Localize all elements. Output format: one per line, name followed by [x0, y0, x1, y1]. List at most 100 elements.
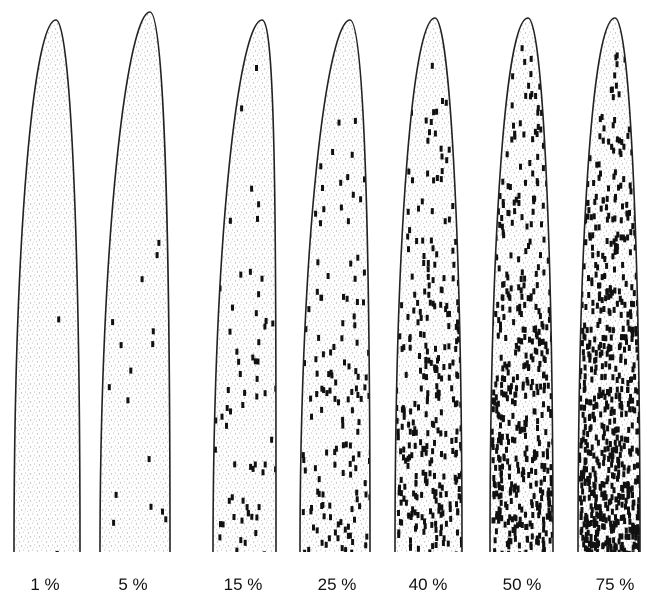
lesion — [630, 376, 633, 383]
lesion — [237, 358, 241, 365]
lesion — [605, 324, 609, 331]
lesion — [621, 545, 625, 552]
lesion — [583, 417, 587, 424]
lesion — [545, 374, 549, 381]
lesion — [539, 126, 543, 133]
lesion — [430, 457, 434, 464]
lesion — [516, 485, 520, 492]
lesion — [637, 497, 640, 504]
lesion — [533, 449, 536, 456]
lesion — [546, 405, 550, 412]
lesion — [419, 367, 422, 374]
lesion — [539, 383, 543, 390]
lesion — [423, 445, 427, 452]
lesion — [604, 361, 608, 368]
lesion — [500, 389, 504, 396]
lesion — [421, 445, 425, 452]
lesion — [527, 82, 531, 89]
lesion — [511, 412, 515, 419]
lesion — [630, 336, 634, 342]
lesion — [498, 513, 502, 520]
lesion — [591, 232, 595, 239]
lesion — [428, 460, 432, 467]
lesion — [447, 323, 451, 330]
lesion — [631, 223, 635, 230]
lesion — [418, 308, 422, 315]
lesion — [431, 488, 435, 494]
lesion — [586, 529, 590, 536]
lesion — [601, 137, 605, 144]
lesion — [517, 345, 521, 352]
lesion — [626, 311, 630, 318]
lesion — [612, 147, 616, 154]
lesion — [626, 400, 630, 407]
lesion — [494, 394, 498, 401]
lesion — [610, 494, 614, 501]
lesion — [246, 510, 250, 517]
lesion — [611, 453, 615, 460]
lesion — [424, 357, 428, 363]
lesion — [617, 288, 621, 295]
lesion — [263, 461, 267, 468]
lesion — [529, 353, 533, 360]
severity-label: 1 % — [30, 575, 59, 594]
lesion — [401, 405, 405, 412]
lesion — [613, 546, 617, 552]
lesion — [618, 533, 622, 540]
lesion — [631, 500, 635, 507]
lesion — [525, 456, 529, 463]
lesion — [530, 533, 534, 540]
lesion — [550, 191, 553, 198]
lesion — [586, 343, 589, 350]
lesion — [422, 260, 426, 266]
lesion — [536, 123, 540, 130]
lesion — [315, 527, 319, 534]
lesion — [531, 136, 535, 143]
lesion — [638, 291, 640, 298]
lesion — [448, 506, 452, 513]
lesion — [627, 492, 631, 498]
lesion — [310, 413, 313, 420]
lesion — [439, 524, 443, 531]
lesion — [253, 358, 257, 365]
lesion — [457, 328, 461, 335]
lesion — [359, 395, 363, 402]
lesion — [636, 417, 640, 423]
lesion — [439, 491, 443, 498]
lesion — [542, 269, 546, 276]
lesion — [625, 338, 628, 345]
lesion — [622, 443, 626, 450]
lesion — [411, 419, 415, 426]
lesion — [597, 282, 600, 289]
lesion — [356, 373, 360, 380]
lesion — [636, 462, 639, 469]
lesion — [611, 472, 614, 479]
lesion — [521, 326, 525, 333]
lesion — [603, 490, 607, 497]
lesion — [518, 303, 522, 310]
lesion — [492, 493, 496, 500]
lesion — [456, 319, 459, 326]
lesion — [541, 489, 545, 496]
lesion — [528, 336, 531, 343]
lesion — [528, 160, 532, 166]
lesion — [435, 251, 439, 258]
lesion — [432, 109, 436, 116]
lesion — [509, 388, 512, 395]
leaf — [489, 17, 554, 553]
lesion — [325, 449, 329, 456]
lesion — [420, 451, 424, 457]
lesion — [451, 95, 455, 102]
lesion — [238, 371, 242, 377]
lesion — [356, 254, 360, 261]
lesion — [495, 490, 499, 497]
lesion — [498, 464, 502, 471]
lesion — [536, 153, 540, 160]
lesion — [447, 216, 451, 223]
lesion — [524, 524, 528, 530]
lesion — [603, 256, 607, 262]
lesion — [499, 422, 502, 429]
lesion — [398, 484, 401, 491]
lesion — [590, 376, 594, 383]
lesion — [600, 114, 604, 120]
